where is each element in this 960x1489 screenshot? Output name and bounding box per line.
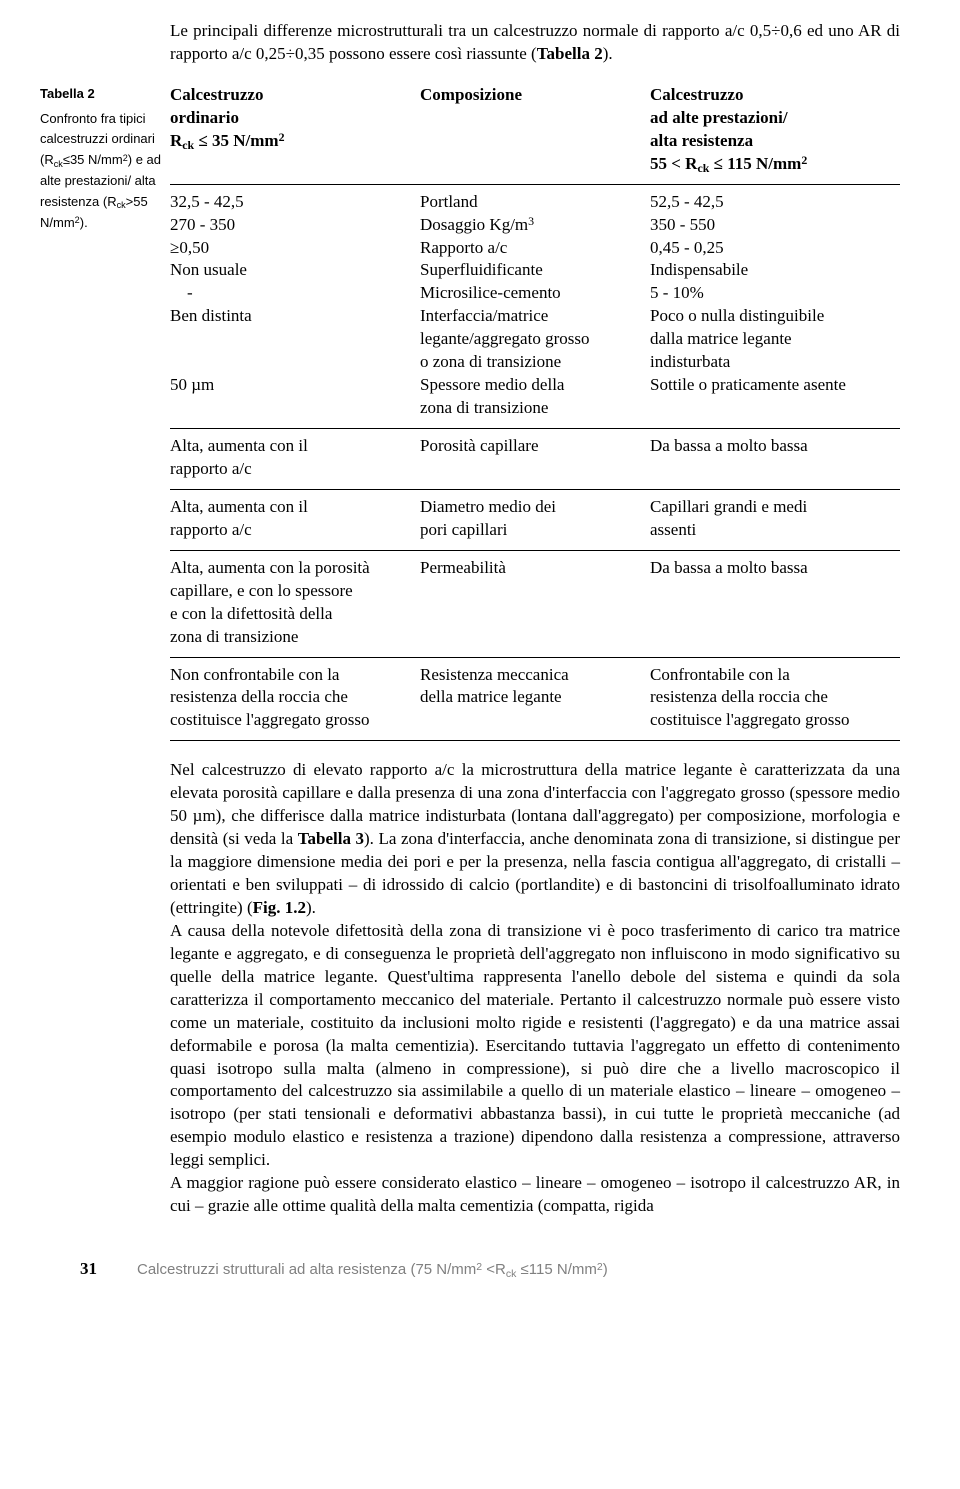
table-cell: Alta, aumenta con la porositàcapillare, … xyxy=(170,557,420,649)
table-cell: Da bassa a molto bassa xyxy=(650,557,900,649)
table-header-col2: Composizione xyxy=(420,84,650,176)
table-cell: Permeabilità xyxy=(420,557,650,649)
table-row: Alta, aumenta con ilrapporto a/c Diametr… xyxy=(170,490,900,551)
table-cell: Alta, aumenta con ilrapporto a/c xyxy=(170,435,420,481)
table-row: Tabella 2 Confronto fra tipici calcestru… xyxy=(40,84,900,741)
table-header-row: CalcestruzzoordinarioRck ≤ 35 N/mm2 Comp… xyxy=(170,84,900,185)
table-cell: Diametro medio deipori capillari xyxy=(420,496,650,542)
table-cell: 32,5 - 42,5270 - 350≥0,50Non usuale -Ben… xyxy=(170,191,420,420)
comparison-table: CalcestruzzoordinarioRck ≤ 35 N/mm2 Comp… xyxy=(170,84,900,741)
table-cell: Resistenza meccanicadella matrice legant… xyxy=(420,664,650,733)
table-cell: 52,5 - 42,5350 - 5500,45 - 0,25Indispens… xyxy=(650,191,900,420)
page-footer: 31 Calcestruzzi strutturali ad alta resi… xyxy=(80,1258,900,1281)
table-cell: Porosità capillare xyxy=(420,435,650,481)
table-caption-text: Confronto fra tipici calcestruzzi ordina… xyxy=(40,111,161,230)
page: Le principali differenze microstruttural… xyxy=(0,0,960,1311)
body-paragraph: Nel calcestruzzo di elevato rapporto a/c… xyxy=(170,759,900,1218)
table-cell: Non confrontabile con laresistenza della… xyxy=(170,664,420,733)
table-row: Non confrontabile con laresistenza della… xyxy=(170,658,900,742)
table-header-col1: CalcestruzzoordinarioRck ≤ 35 N/mm2 xyxy=(170,84,420,176)
table-row: Alta, aumenta con la porositàcapillare, … xyxy=(170,551,900,658)
running-title: Calcestruzzi strutturali ad alta resiste… xyxy=(137,1260,608,1280)
table-cell: Confrontabile con laresistenza della roc… xyxy=(650,664,900,733)
table-row: Alta, aumenta con ilrapporto a/c Porosit… xyxy=(170,429,900,490)
table-row: 32,5 - 42,5270 - 350≥0,50Non usuale -Ben… xyxy=(170,185,900,429)
table-side-caption: Tabella 2 Confronto fra tipici calcestru… xyxy=(40,84,170,234)
table-cell: Alta, aumenta con ilrapporto a/c xyxy=(170,496,420,542)
body-text-content: Nel calcestruzzo di elevato rapporto a/c… xyxy=(170,759,900,1218)
table-header-col3: Calcestruzzoad alte prestazioni/alta res… xyxy=(650,84,900,176)
table-cell: Capillari grandi e mediassenti xyxy=(650,496,900,542)
table-cell: Da bassa a molto bassa xyxy=(650,435,900,481)
page-number: 31 xyxy=(80,1258,97,1281)
table-name: Tabella 2 xyxy=(40,84,170,105)
table-cell: PortlandDosaggio Kg/m3Rapporto a/cSuperf… xyxy=(420,191,650,420)
intro-paragraph: Le principali differenze microstruttural… xyxy=(170,20,900,66)
